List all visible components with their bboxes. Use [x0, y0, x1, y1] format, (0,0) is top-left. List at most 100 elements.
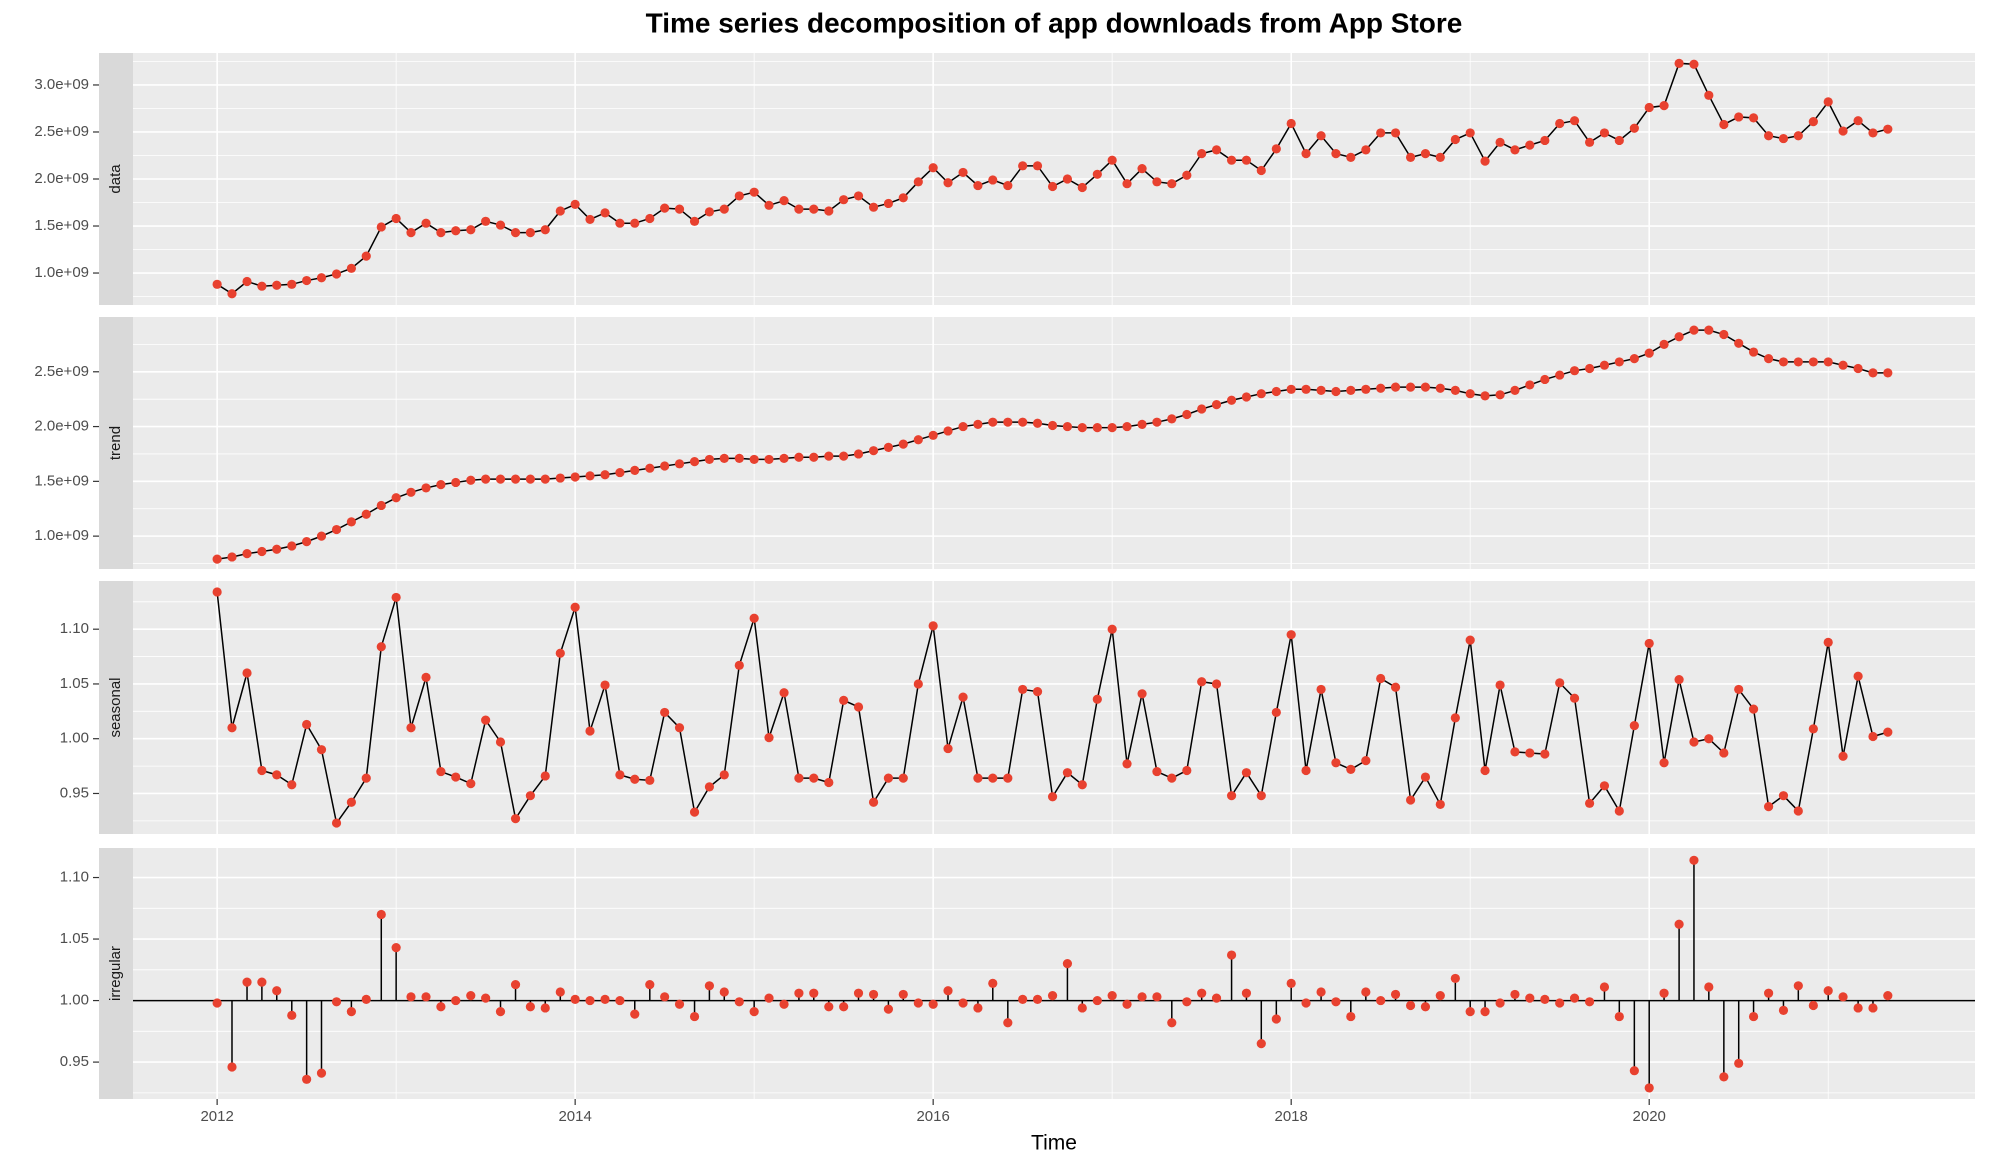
data-point	[1226, 395, 1237, 405]
data-point	[1540, 994, 1550, 1004]
data-point	[1331, 386, 1341, 397]
data-point	[630, 774, 640, 784]
data-point	[1525, 993, 1535, 1003]
data-point	[1853, 363, 1863, 374]
data-point	[988, 978, 998, 988]
data-point	[645, 775, 655, 785]
data-point	[227, 552, 237, 562]
data-point	[1823, 986, 1833, 996]
data-point	[1316, 131, 1326, 141]
data-point	[1271, 1014, 1281, 1024]
data-point	[1152, 177, 1162, 187]
data-point	[1197, 988, 1207, 998]
data-point	[1853, 1003, 1863, 1013]
data-point	[1152, 766, 1162, 777]
data-point	[1152, 417, 1162, 427]
data-point	[853, 702, 864, 712]
data-point	[1435, 799, 1445, 810]
data-point	[316, 531, 327, 541]
data-point	[600, 680, 610, 690]
data-point	[1376, 673, 1386, 684]
data-point	[227, 723, 237, 733]
y-tick-label: 3.0e+09	[34, 76, 89, 93]
data-point	[1748, 704, 1759, 714]
data-point	[868, 989, 879, 1000]
data-point	[749, 1007, 759, 1017]
data-point	[391, 592, 401, 603]
data-point	[510, 474, 521, 484]
data-point	[1614, 135, 1624, 146]
data-point	[824, 451, 834, 461]
data-point	[1480, 156, 1490, 166]
data-point	[1182, 409, 1192, 420]
data-point	[1107, 991, 1117, 1001]
data-point	[600, 470, 610, 480]
data-point	[1286, 630, 1296, 640]
data-point	[660, 203, 670, 213]
data-point	[1495, 680, 1505, 690]
data-point	[481, 216, 491, 226]
data-point	[1018, 684, 1028, 695]
data-point	[1032, 418, 1043, 428]
data-point	[928, 430, 938, 440]
data-point	[1808, 724, 1818, 734]
data-point	[988, 773, 998, 783]
data-point	[1674, 674, 1684, 685]
data-point	[1331, 758, 1341, 768]
data-point	[943, 426, 953, 436]
data-point	[212, 998, 222, 1008]
data-point	[1584, 363, 1595, 374]
data-point	[436, 1002, 446, 1012]
data-point	[361, 994, 371, 1004]
data-point	[1047, 792, 1058, 802]
data-point	[1495, 998, 1505, 1008]
data-point	[331, 524, 342, 535]
data-point	[406, 723, 416, 733]
data-point	[495, 1007, 506, 1017]
data-point	[316, 1068, 327, 1078]
data-point	[764, 733, 774, 743]
x-tick-label: 2016	[916, 1108, 949, 1125]
data-point	[555, 206, 565, 216]
data-point	[1599, 781, 1610, 791]
data-point	[1346, 1011, 1356, 1022]
data-point	[555, 473, 565, 483]
data-point	[1241, 155, 1252, 165]
data-point	[1420, 1002, 1431, 1012]
data-point	[1465, 635, 1475, 645]
data-point	[227, 1062, 237, 1072]
data-point	[1748, 347, 1759, 357]
data-point	[436, 227, 446, 238]
data-point	[1599, 128, 1610, 138]
data-point	[421, 672, 431, 682]
data-point	[1226, 155, 1237, 165]
data-point	[1838, 126, 1848, 136]
y-tick-label: 1.5e+09	[34, 217, 89, 234]
data-point	[1405, 382, 1416, 392]
data-point	[839, 695, 849, 705]
data-point	[1003, 773, 1013, 783]
data-point	[1405, 795, 1416, 805]
data-point	[1211, 679, 1222, 689]
data-point	[376, 909, 386, 920]
data-point	[1689, 59, 1699, 69]
strip-label: seasonal	[107, 677, 124, 737]
data-point	[1376, 383, 1386, 393]
data-point	[540, 225, 550, 235]
data-point	[481, 474, 491, 484]
data-point	[1465, 389, 1475, 399]
data-point	[1420, 149, 1431, 159]
data-point	[1032, 161, 1043, 171]
data-point	[1689, 855, 1699, 865]
data-point	[973, 180, 983, 191]
data-point	[1390, 682, 1401, 692]
panel-background	[133, 581, 1975, 834]
data-point	[1435, 383, 1445, 393]
data-point	[764, 200, 774, 210]
data-point	[1092, 694, 1102, 704]
data-point	[1450, 973, 1460, 984]
data-point	[570, 199, 580, 209]
data-point	[1719, 748, 1729, 758]
data-point	[1167, 1018, 1177, 1028]
